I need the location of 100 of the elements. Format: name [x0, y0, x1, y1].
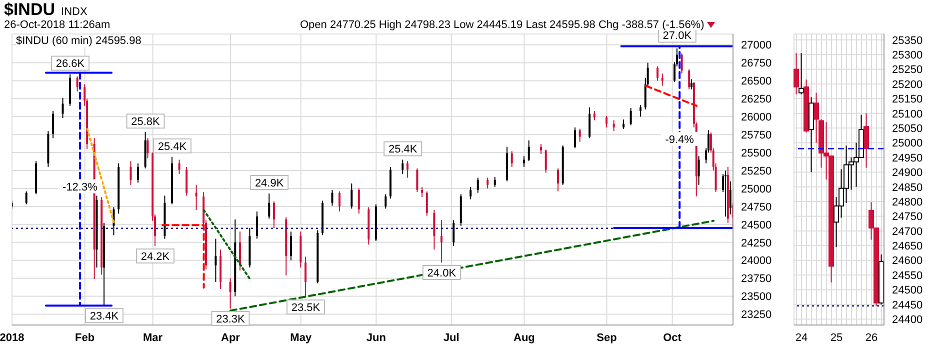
candlestick — [229, 278, 232, 309]
candlestick — [622, 119, 625, 130]
candlestick — [290, 231, 292, 261]
candlestick — [272, 200, 275, 228]
candlestick — [416, 168, 418, 193]
x-tick-label: May — [290, 332, 312, 344]
y-tick-label: 24250 — [741, 237, 772, 250]
candlestick — [794, 52, 799, 95]
candlestick — [52, 110, 54, 139]
candlestick — [470, 186, 472, 200]
candlestick — [146, 138, 149, 159]
candlestick — [214, 238, 217, 282]
annotation: 23.4K — [90, 310, 120, 323]
candlestick — [656, 66, 659, 82]
y-tick-label: 23500 — [741, 291, 772, 304]
candlestick — [331, 189, 334, 206]
annotation: -12.3% — [62, 181, 98, 194]
annotation: -9.4% — [665, 134, 694, 146]
candlestick — [688, 68, 690, 90]
candlestick — [238, 231, 241, 271]
candlestick — [540, 143, 542, 154]
y-tick-label: 25200 — [892, 78, 923, 91]
candlestick — [406, 160, 408, 178]
y-tick-label: 25250 — [892, 64, 923, 76]
annotation: 27.0K — [662, 30, 692, 42]
y-tick-label: 25250 — [741, 165, 772, 178]
candlestick — [440, 220, 442, 263]
annotation: $INDU (60 min) 24595.98 — [16, 35, 142, 47]
y-tick-label: 26250 — [741, 94, 772, 106]
x-tick-label: Jun — [366, 332, 386, 344]
candlestick — [510, 150, 513, 168]
y-tick-label: 25000 — [741, 183, 772, 196]
candlestick — [798, 52, 804, 95]
candlestick — [486, 177, 489, 189]
y-tick-label: 24550 — [892, 270, 923, 282]
annotation: 25.4K — [158, 140, 188, 153]
x-tick-label: Aug — [514, 332, 535, 344]
y-tick-label: 25350 — [892, 34, 923, 47]
annotation: 24.0K — [427, 267, 457, 280]
y-tick-label: 24400 — [892, 314, 923, 326]
candlestick — [578, 128, 581, 142]
candlestick — [426, 190, 428, 216]
y-tick-label: 25500 — [741, 147, 772, 160]
candlestick — [358, 188, 360, 214]
y-tick-label: 24450 — [892, 299, 923, 312]
chart-subtitle: INDX — [61, 6, 88, 18]
x-tick-label: 26 — [865, 332, 878, 344]
y-tick-label: 27000 — [741, 40, 772, 52]
y-tick-label: 23750 — [741, 273, 772, 286]
y-tick-label: 24650 — [892, 240, 923, 253]
candlestick — [630, 108, 632, 126]
x-tick-label: Feb — [75, 332, 95, 344]
y-tick-label: 24750 — [741, 201, 772, 214]
candlestick — [544, 149, 547, 174]
candlestick — [130, 160, 132, 186]
x-tick-label: Jul — [443, 332, 460, 344]
candlestick — [384, 194, 387, 210]
candlestick — [76, 76, 78, 92]
candlestick — [864, 112, 869, 168]
y-tick-label: 24700 — [892, 226, 923, 238]
x-tick-label: 2018 — [0, 332, 24, 344]
candlestick — [557, 168, 559, 192]
candlestick — [528, 140, 530, 162]
candlestick — [338, 190, 341, 212]
x-tick-label: 24 — [795, 332, 808, 344]
candlestick — [452, 220, 455, 246]
text: 26-Oct-2018 11:26am — [4, 19, 110, 31]
annotation: 26.6K — [56, 58, 86, 70]
candlestick — [402, 159, 404, 175]
y-tick-label: 25300 — [892, 49, 923, 62]
annotation: 24.2K — [140, 250, 170, 263]
candlestick — [724, 170, 727, 218]
text: Open 24770.25 High 24798.23 Low 24445.19 Last 24595.98 Chg -388.57 (-1.56%) — [300, 19, 704, 31]
y-tick-label: 26500 — [741, 76, 772, 88]
y-tick-label: 24600 — [892, 255, 923, 268]
y-tick-label: 24750 — [892, 211, 923, 224]
y-tick-label: 25750 — [741, 130, 772, 142]
x-tick-label: Mar — [143, 332, 164, 344]
candlestick — [680, 52, 683, 74]
y-tick-label: 26750 — [741, 58, 772, 70]
candlestick — [494, 176, 496, 188]
y-tick-label: 25150 — [892, 94, 923, 106]
x-tick-label: Apr — [221, 332, 241, 344]
candlestick — [256, 210, 258, 240]
candlestick — [523, 156, 526, 168]
y-tick-label: 24850 — [892, 182, 923, 194]
y-tick-label: 24000 — [741, 255, 772, 268]
candlestick — [304, 256, 307, 298]
candlestick — [588, 106, 591, 139]
y-tick-label: 23250 — [741, 309, 772, 322]
y-tick-label: 25100 — [892, 108, 923, 120]
candlestick — [640, 104, 642, 118]
candlestick — [606, 115, 608, 128]
candlestick — [62, 97, 64, 119]
x-tick-label: Oct — [663, 332, 682, 344]
candlestick — [268, 193, 270, 220]
candlestick — [25, 190, 28, 205]
candlestick — [137, 162, 140, 184]
x-tick-label: 25 — [830, 332, 843, 344]
y-tick-label: 25000 — [892, 138, 923, 150]
